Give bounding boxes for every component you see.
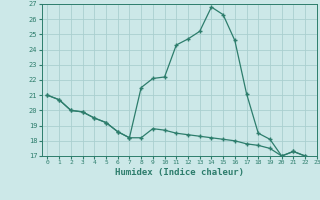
X-axis label: Humidex (Indice chaleur): Humidex (Indice chaleur) xyxy=(115,168,244,177)
